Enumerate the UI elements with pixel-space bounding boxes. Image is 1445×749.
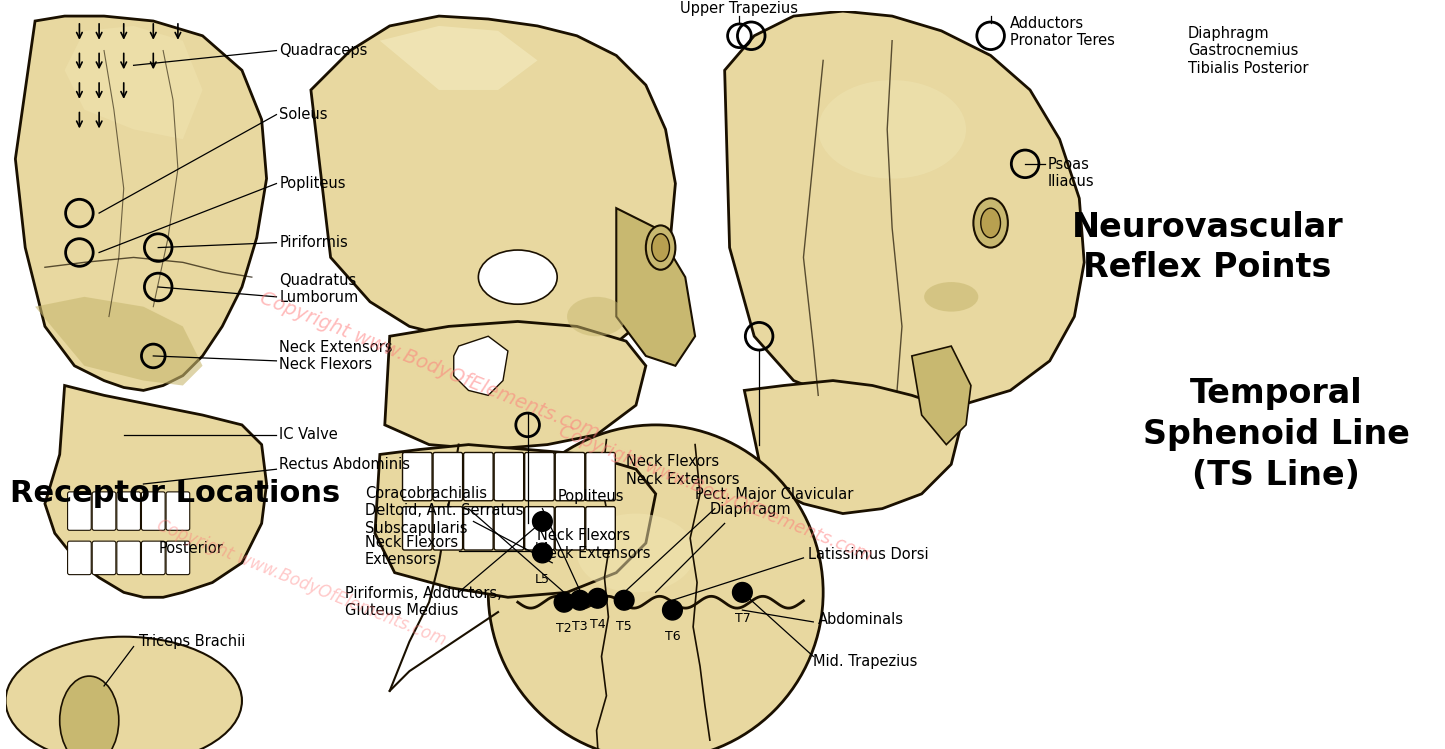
Text: Diaphragm: Diaphragm	[709, 502, 792, 517]
FancyBboxPatch shape	[68, 492, 91, 530]
FancyBboxPatch shape	[142, 541, 165, 574]
Text: Neck Flexors
Neck Extensors: Neck Flexors Neck Extensors	[538, 528, 652, 561]
Ellipse shape	[646, 225, 675, 270]
Ellipse shape	[652, 234, 669, 261]
Polygon shape	[16, 16, 266, 390]
Text: Mid. Trapezius: Mid. Trapezius	[814, 654, 918, 669]
Circle shape	[533, 512, 552, 531]
Text: Temporal
Sphenoid Line
(TS Line): Temporal Sphenoid Line (TS Line)	[1143, 377, 1410, 492]
Ellipse shape	[981, 208, 1000, 237]
FancyBboxPatch shape	[142, 492, 165, 530]
FancyBboxPatch shape	[525, 506, 555, 550]
FancyBboxPatch shape	[68, 541, 91, 574]
Text: T5: T5	[617, 620, 631, 633]
Circle shape	[733, 583, 753, 602]
FancyBboxPatch shape	[494, 452, 523, 501]
FancyBboxPatch shape	[494, 506, 523, 550]
Text: Quadratus
Lumborum: Quadratus Lumborum	[279, 273, 358, 305]
Polygon shape	[35, 297, 202, 386]
FancyBboxPatch shape	[117, 492, 140, 530]
Text: Neck Extensors
Neck Flexors: Neck Extensors Neck Flexors	[279, 340, 393, 372]
Text: Piriformis: Piriformis	[279, 235, 348, 250]
Text: IC Valve: IC Valve	[279, 427, 338, 442]
FancyBboxPatch shape	[117, 541, 140, 574]
FancyBboxPatch shape	[92, 541, 116, 574]
Text: Triceps Brachii: Triceps Brachii	[139, 634, 244, 649]
Ellipse shape	[577, 514, 695, 592]
Text: Upper Trapezius: Upper Trapezius	[681, 1, 798, 16]
FancyBboxPatch shape	[555, 452, 585, 501]
Text: T3: T3	[572, 620, 588, 633]
Text: Latissimus Dorsi: Latissimus Dorsi	[808, 548, 929, 562]
Text: Abdominals: Abdominals	[818, 613, 905, 628]
Text: T2: T2	[556, 622, 572, 635]
FancyBboxPatch shape	[403, 506, 432, 550]
Polygon shape	[912, 346, 971, 445]
Ellipse shape	[6, 637, 241, 749]
Text: Neurovascular
Reflex Points: Neurovascular Reflex Points	[1072, 210, 1344, 285]
Ellipse shape	[59, 676, 118, 749]
Text: T4: T4	[590, 618, 605, 631]
FancyBboxPatch shape	[525, 452, 555, 501]
Polygon shape	[311, 16, 675, 361]
Polygon shape	[454, 336, 509, 395]
Circle shape	[588, 589, 607, 608]
Circle shape	[663, 600, 682, 620]
Text: Coracobrachialis
Deltoid, Ant. Serratus: Coracobrachialis Deltoid, Ant. Serratus	[366, 485, 523, 518]
Polygon shape	[724, 11, 1084, 410]
FancyBboxPatch shape	[434, 506, 462, 550]
Polygon shape	[374, 445, 656, 597]
FancyBboxPatch shape	[464, 506, 493, 550]
Circle shape	[533, 543, 552, 562]
Text: Neck Flexors
Neck Extensors: Neck Flexors Neck Extensors	[626, 455, 740, 487]
Ellipse shape	[974, 198, 1007, 248]
Text: Rectus Abdominis: Rectus Abdominis	[279, 457, 410, 472]
Polygon shape	[744, 380, 961, 514]
Ellipse shape	[925, 282, 978, 312]
Polygon shape	[384, 321, 646, 449]
Polygon shape	[65, 26, 202, 139]
Text: Receptor Locations: Receptor Locations	[10, 479, 341, 509]
FancyBboxPatch shape	[555, 506, 585, 550]
FancyBboxPatch shape	[92, 492, 116, 530]
Text: Soleus: Soleus	[279, 107, 328, 122]
Polygon shape	[45, 386, 266, 597]
Text: Copyright www.BodyOfElements.com: Copyright www.BodyOfElements.com	[153, 516, 448, 649]
Circle shape	[614, 590, 634, 610]
Text: Neck Flexors
Extensors: Neck Flexors Extensors	[366, 535, 458, 567]
Text: Posterior: Posterior	[158, 541, 223, 556]
Ellipse shape	[566, 297, 626, 336]
Circle shape	[488, 425, 824, 749]
FancyBboxPatch shape	[434, 452, 462, 501]
Text: Quadraceps: Quadraceps	[279, 43, 368, 58]
FancyBboxPatch shape	[585, 506, 616, 550]
Text: Pect. Major Clavicular: Pect. Major Clavicular	[695, 487, 854, 502]
Text: Diaphragm
Gastrocnemius
Tibialis Posterior: Diaphragm Gastrocnemius Tibialis Posteri…	[1188, 26, 1308, 76]
Text: L5: L5	[535, 573, 551, 586]
FancyBboxPatch shape	[166, 492, 189, 530]
Circle shape	[569, 590, 590, 610]
Text: T6: T6	[665, 630, 681, 643]
FancyBboxPatch shape	[464, 452, 493, 501]
Text: Psoas
Iliacus: Psoas Iliacus	[1048, 157, 1094, 189]
Text: Copyright www.BodyOfElements.com: Copyright www.BodyOfElements.com	[555, 422, 874, 565]
Text: Copyright www.BodyOfElements.com: Copyright www.BodyOfElements.com	[257, 288, 601, 443]
FancyBboxPatch shape	[166, 541, 189, 574]
FancyBboxPatch shape	[403, 452, 432, 501]
Text: Subscapularis: Subscapularis	[366, 521, 468, 536]
Ellipse shape	[478, 250, 558, 304]
FancyBboxPatch shape	[585, 452, 616, 501]
Text: T7: T7	[734, 612, 750, 625]
Polygon shape	[616, 208, 695, 366]
Text: L4: L4	[535, 541, 551, 554]
Polygon shape	[380, 26, 538, 90]
Circle shape	[555, 592, 574, 612]
Text: Popliteus: Popliteus	[558, 488, 624, 504]
Text: Popliteus: Popliteus	[279, 176, 345, 191]
Text: Piriformis, Adductors,
Gluteus Medius: Piriformis, Adductors, Gluteus Medius	[345, 586, 501, 619]
Text: Adductors
Pronator Teres: Adductors Pronator Teres	[1010, 16, 1116, 49]
Ellipse shape	[818, 80, 967, 178]
